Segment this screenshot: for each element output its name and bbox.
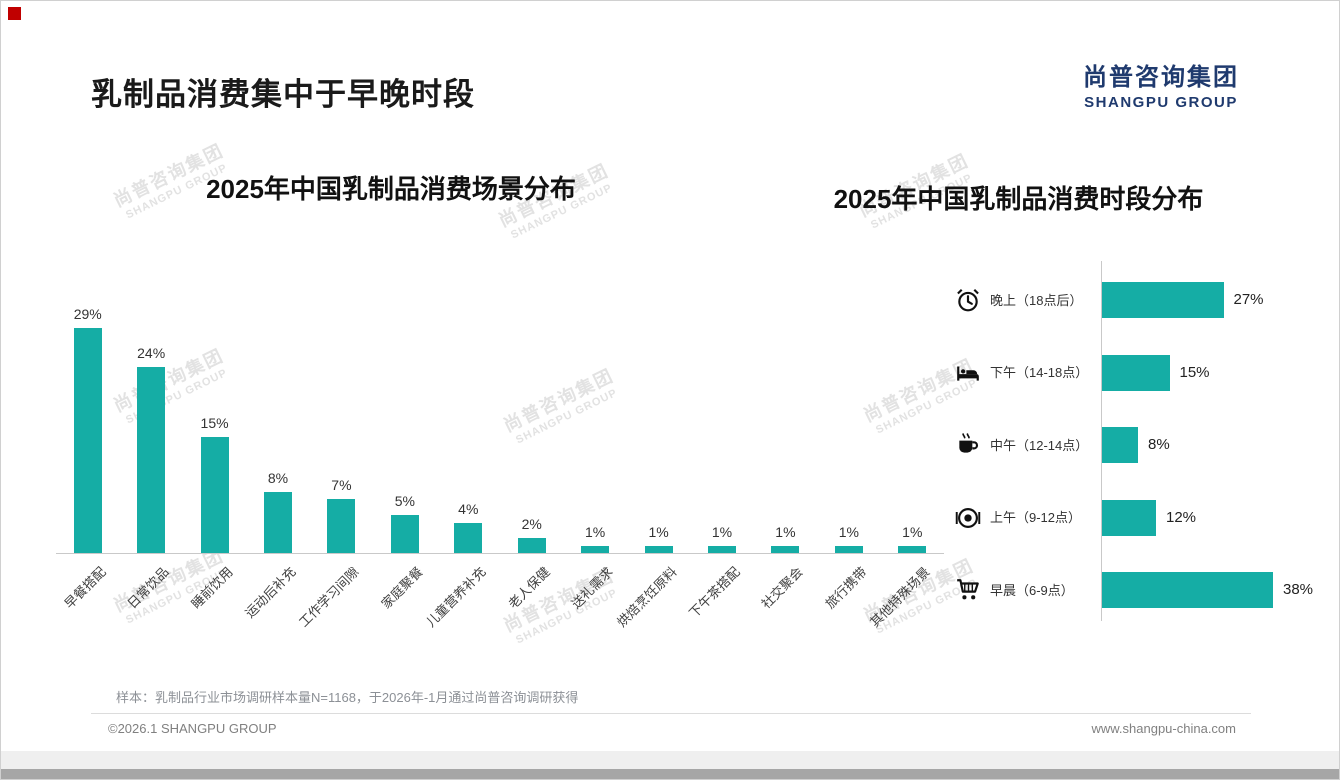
time-row-text: 下午（14-18点） (990, 365, 1089, 380)
footer-divider (91, 713, 1251, 714)
bar-category-text: 运动后补充 (242, 564, 299, 621)
brand-logo: 尚普咨询集团 SHANGPU GROUP (1083, 57, 1239, 111)
bar-category-text: 老人保健 (505, 564, 553, 612)
bar-value-label: 15% (1179, 363, 1210, 381)
bar-value-label: 1% (775, 524, 796, 541)
bottom-strip-light (1, 751, 1339, 769)
bar-category-text: 社交聚会 (758, 564, 807, 612)
corner-accent-square (8, 7, 21, 20)
bar-旅行携带 (834, 546, 863, 554)
sample-footnote: 样本：乳制品行业市场调研样本量N=1168，于2026年-1月通过尚普咨询调研获… (116, 690, 579, 705)
bar-上午（9-12点） (1102, 499, 1156, 536)
bar-category-text: 送礼需求 (568, 564, 616, 612)
bar-value-label: 24% (137, 344, 166, 361)
bar-下午茶搭配 (708, 546, 736, 554)
bar-value-label: 8% (1148, 436, 1170, 453)
bar-value-label: 8% (267, 469, 289, 486)
bar-category-text: 旅行携带 (822, 564, 870, 612)
bar-category-text: 睡前饮用 (187, 564, 236, 612)
bar-value-label: 29% (73, 305, 102, 322)
time-row-text: 晚上（18点后） (990, 292, 1083, 308)
time-row-label: 上午（9-12点） (955, 496, 1097, 540)
time-row-text: 上午（9-12点） (990, 510, 1082, 525)
bar-value-label: 12% (1166, 508, 1197, 526)
time-row-text: 中午（12-14点） (990, 437, 1089, 453)
time-row-label: 早晨（6-9点） (955, 568, 1097, 612)
bar-category-text: 下午茶搭配 (686, 564, 743, 621)
bar-日常饮品 (137, 366, 166, 554)
scene-distribution-chart: 29% 早餐搭配 24% 日常饮品 15% 睡前饮用 8% 运动后补充 7% 工作学习间隙 5% 家庭… (56, 291, 944, 630)
bar-value-label: 4% (458, 500, 479, 517)
plate-cutlery-icon (955, 505, 981, 531)
bar-老人保健 (517, 538, 546, 554)
brand-logo-en: SHANGPU GROUP (1084, 94, 1238, 111)
bar-睡前饮用 (200, 437, 229, 554)
bar-value-label: 7% (331, 477, 352, 494)
bar-value-label: 1% (648, 524, 669, 541)
bar-下午（14-18点） (1102, 354, 1170, 391)
bar-家庭聚餐 (390, 515, 419, 554)
time-distribution-chart: 晚上（18点后） 27% 下午（14-18点） 15% 中午（12-14点） 8% 上午（9… (951, 261, 1339, 629)
bar-category-text: 早餐搭配 (61, 564, 109, 612)
brand-logo-cn: 尚普咨询集团 (1083, 64, 1239, 91)
bar-工作学习间隙 (327, 499, 356, 554)
coffee-cup-icon (955, 432, 981, 458)
bar-value-label: 2% (521, 516, 542, 533)
bar-category-text: 工作学习间隙 (296, 564, 363, 630)
bar-早餐搭配 (73, 327, 102, 554)
bar-运动后补充 (264, 491, 292, 554)
copyright-text: ©2026.1 SHANGPU GROUP (108, 721, 277, 736)
time-row-label: 中午（12-14点） (955, 423, 1097, 467)
bar-其他特殊场景 (898, 546, 927, 554)
time-row-label: 晚上（18点后） (955, 278, 1097, 322)
bar-category-text: 家庭聚餐 (378, 564, 426, 612)
bar-value-label: 1% (902, 524, 923, 541)
bar-value-label: 1% (585, 524, 606, 541)
time-chart-axis-line (1101, 261, 1102, 621)
time-chart-title: 2025年中国乳制品消费时段分布 (833, 184, 1204, 214)
bar-value-label: 5% (394, 493, 415, 509)
bar-value-label: 1% (711, 524, 733, 541)
bed-icon (955, 360, 981, 386)
bar-category-text: 其他特殊场景 (867, 564, 934, 630)
time-row-text: 早晨（6-9点） (990, 582, 1074, 598)
scene-chart-title: 2025年中国乳制品消费场景分布 (206, 174, 576, 204)
bar-早晨（6-9点） (1102, 572, 1273, 608)
bar-category-text: 儿童营养补充 (423, 564, 490, 630)
bar-晚上（18点后） (1102, 282, 1224, 318)
bar-value-label: 27% (1233, 291, 1264, 308)
bar-社交聚会 (771, 546, 800, 554)
bar-送礼需求 (581, 546, 610, 554)
bar-烘焙烹饪原料 (644, 546, 673, 554)
bar-value-label: 1% (838, 524, 859, 541)
bar-category-text: 日常饮品 (124, 564, 172, 612)
alarm-clock-icon (955, 287, 981, 313)
bar-value-label: 15% (200, 415, 229, 431)
bottom-strip-dark (1, 769, 1339, 779)
bar-中午（12-14点） (1102, 427, 1138, 463)
bar-value-label: 38% (1283, 581, 1314, 598)
website-url: www.shangpu-china.com (1091, 721, 1236, 736)
bar-category-text: 烘焙烹饪原料 (613, 564, 680, 630)
page-title: 乳制品消费集中于早晚时段 (91, 77, 475, 112)
bar-儿童营养补充 (454, 522, 483, 554)
shopping-cart-icon (955, 577, 981, 603)
time-row-label: 下午（14-18点） (955, 351, 1097, 395)
